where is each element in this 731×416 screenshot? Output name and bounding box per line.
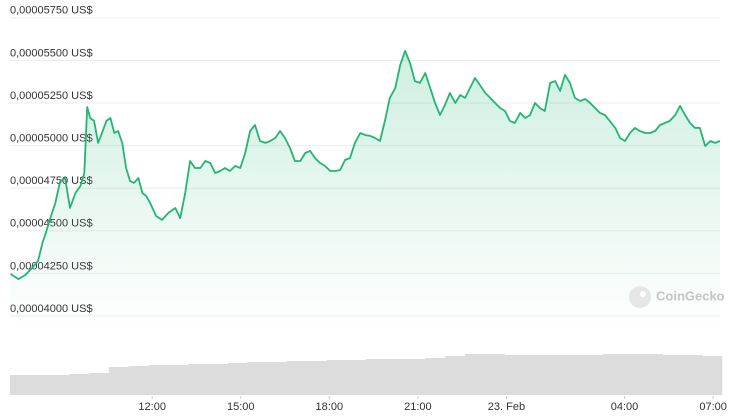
volume-bar	[603, 354, 624, 395]
volume-bar	[10, 375, 31, 395]
y-tick-label: 0,00004750 US$	[10, 175, 93, 187]
y-tick-label: 0,00005500 US$	[10, 47, 93, 59]
volume-bar	[227, 363, 248, 395]
volume-bar	[702, 356, 723, 395]
plot: 0,00004000 US$0,00004250 US$0,00004500 U…	[10, 5, 727, 413]
volume-bar	[69, 374, 90, 395]
watermark-text: CoinGecko	[656, 288, 725, 303]
x-tick-label: 15:00	[227, 401, 255, 413]
volume-bar	[642, 354, 663, 395]
volume-bar	[623, 354, 644, 395]
volume-bar	[188, 364, 209, 395]
volume-bar	[583, 355, 604, 395]
watermark: CoinGecko	[629, 286, 725, 308]
volume-bar	[484, 354, 505, 395]
x-tick-label: 12:00	[138, 401, 166, 413]
volume-bar	[524, 355, 545, 395]
price-line	[10, 50, 721, 280]
volume-bar	[247, 362, 268, 395]
x-tick-label: 07:00	[699, 401, 727, 413]
volume-bar	[662, 355, 683, 395]
x-tick-label: 18:00	[316, 401, 344, 413]
volume-bar	[49, 375, 70, 395]
x-tick-label: 23. Feb	[488, 401, 525, 413]
volume-bar	[108, 367, 129, 395]
x-tick-label: 21:00	[404, 401, 432, 413]
volume-bar	[445, 356, 466, 395]
volume-bar	[128, 366, 149, 395]
y-tick-label: 0,00005750 US$	[10, 5, 93, 17]
volume-bar	[544, 355, 565, 395]
volume-bar	[306, 361, 327, 395]
volume-bar	[168, 365, 189, 395]
volume-bar	[148, 365, 169, 395]
volume-bar	[326, 360, 347, 395]
price-area	[10, 50, 720, 331]
volume-bar	[385, 359, 406, 395]
y-tick-label: 0,00005250 US$	[10, 90, 93, 102]
x-tick-label: 04:00	[611, 401, 639, 413]
volume-bar	[425, 358, 446, 395]
volume-bar	[366, 359, 387, 395]
watermark-logo	[629, 286, 651, 308]
volume-bar	[563, 355, 584, 395]
volume-bar	[286, 361, 307, 395]
volume-bar	[464, 354, 485, 395]
volume-bar	[504, 355, 525, 395]
volume-bar	[29, 375, 50, 395]
volume-bar	[346, 360, 367, 395]
volume-bar	[682, 355, 703, 395]
volume-bar	[207, 364, 228, 395]
y-tick-label: 0,00005000 US$	[10, 133, 93, 145]
volume-bar	[405, 359, 426, 395]
volume-bar	[267, 362, 288, 395]
volume-bar	[89, 373, 110, 395]
watermark-logo-eye	[640, 291, 646, 297]
